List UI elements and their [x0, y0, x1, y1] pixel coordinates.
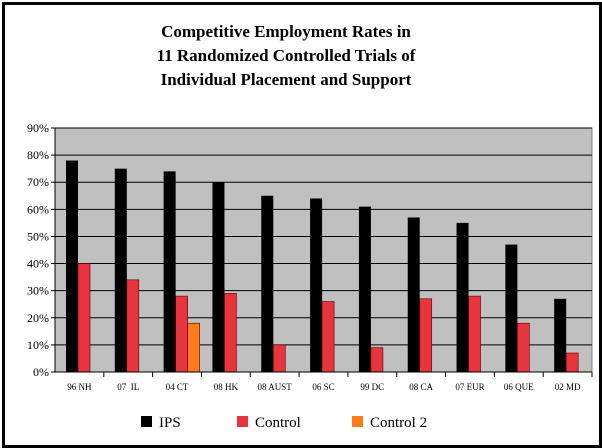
- chart-title: Competitive Employment Rates in 11 Rando…: [157, 22, 416, 89]
- x-tick-label: 08 HK: [214, 382, 239, 392]
- x-tick-label: 04 CT: [166, 382, 189, 392]
- x-axis: 96 NH 07 IL 04 CT 08 HK 08 AUST 06 SC 99 DC 08 …: [54, 128, 593, 392]
- y-tick-label: 40%: [27, 257, 49, 271]
- legend-swatch: [141, 416, 152, 427]
- bar-control: [77, 263, 91, 373]
- bars: [66, 160, 579, 373]
- y-axis-ticks: 0% 10% 20% 30% 40% 50% 60% 70% 80% 90%: [27, 121, 55, 379]
- y-tick-label: 50%: [27, 229, 49, 243]
- legend-swatch: [237, 416, 248, 427]
- x-tick-label: 08 CA: [409, 382, 433, 392]
- bar-ips: [554, 298, 567, 372]
- bar-ips: [358, 206, 371, 372]
- legend-swatch: [352, 416, 363, 427]
- x-tick-label: 08 AUST: [258, 382, 293, 392]
- legend: IPS Control Control 2: [141, 415, 427, 431]
- y-tick-label: 80%: [27, 148, 49, 162]
- bar-control: [126, 279, 140, 373]
- x-tick-label: 06 SC: [312, 382, 334, 392]
- y-tick-label: 30%: [27, 284, 49, 298]
- bar-ips: [212, 182, 225, 372]
- x-tick-label: 96 NH: [67, 382, 92, 392]
- x-tick-label: 02 MD: [555, 382, 581, 392]
- bar-control: [175, 295, 188, 373]
- bar-ips: [456, 222, 469, 372]
- legend-label: Control 2: [370, 415, 427, 431]
- y-tick-label: 10%: [27, 338, 49, 352]
- bar-control: [370, 347, 384, 373]
- bar-control-2: [187, 322, 200, 373]
- bar-ips: [163, 171, 176, 372]
- legend-label: Control: [255, 415, 301, 431]
- x-tick-label: 07 EUR: [455, 382, 484, 392]
- bar-control: [468, 295, 481, 373]
- y-tick-label: 70%: [27, 175, 49, 189]
- bar-control: [517, 322, 530, 373]
- bar-control: [272, 344, 286, 373]
- legend-label: IPS: [159, 415, 181, 431]
- bar-control: [565, 352, 579, 373]
- bar-ips: [66, 160, 78, 372]
- bar-control: [419, 298, 433, 373]
- x-tick-label: 99 DC: [360, 382, 384, 392]
- chart-title-line-3: Individual Placement and Support: [161, 70, 412, 89]
- x-tick-label: 07 IL: [117, 382, 139, 392]
- bar-control: [224, 293, 237, 373]
- bar-ips: [114, 168, 127, 372]
- y-tick-label: 90%: [27, 121, 49, 135]
- bar-ips: [310, 198, 323, 372]
- y-tick-label: 0%: [33, 365, 49, 379]
- x-tick-label: 06 QUE: [504, 382, 534, 392]
- bar-control: [321, 301, 335, 373]
- bar-ips: [407, 217, 420, 372]
- chart-title-line-1: Competitive Employment Rates in: [161, 22, 411, 41]
- y-tick-label: 60%: [27, 202, 49, 216]
- bar-ips: [261, 195, 274, 372]
- chart-title-line-2: 11 Randomized Controlled Trials of: [157, 46, 416, 65]
- y-tick-label: 20%: [27, 311, 49, 325]
- bar-ips: [505, 244, 518, 372]
- chart-svg: Competitive Employment Rates in 11 Rando…: [27, 22, 593, 431]
